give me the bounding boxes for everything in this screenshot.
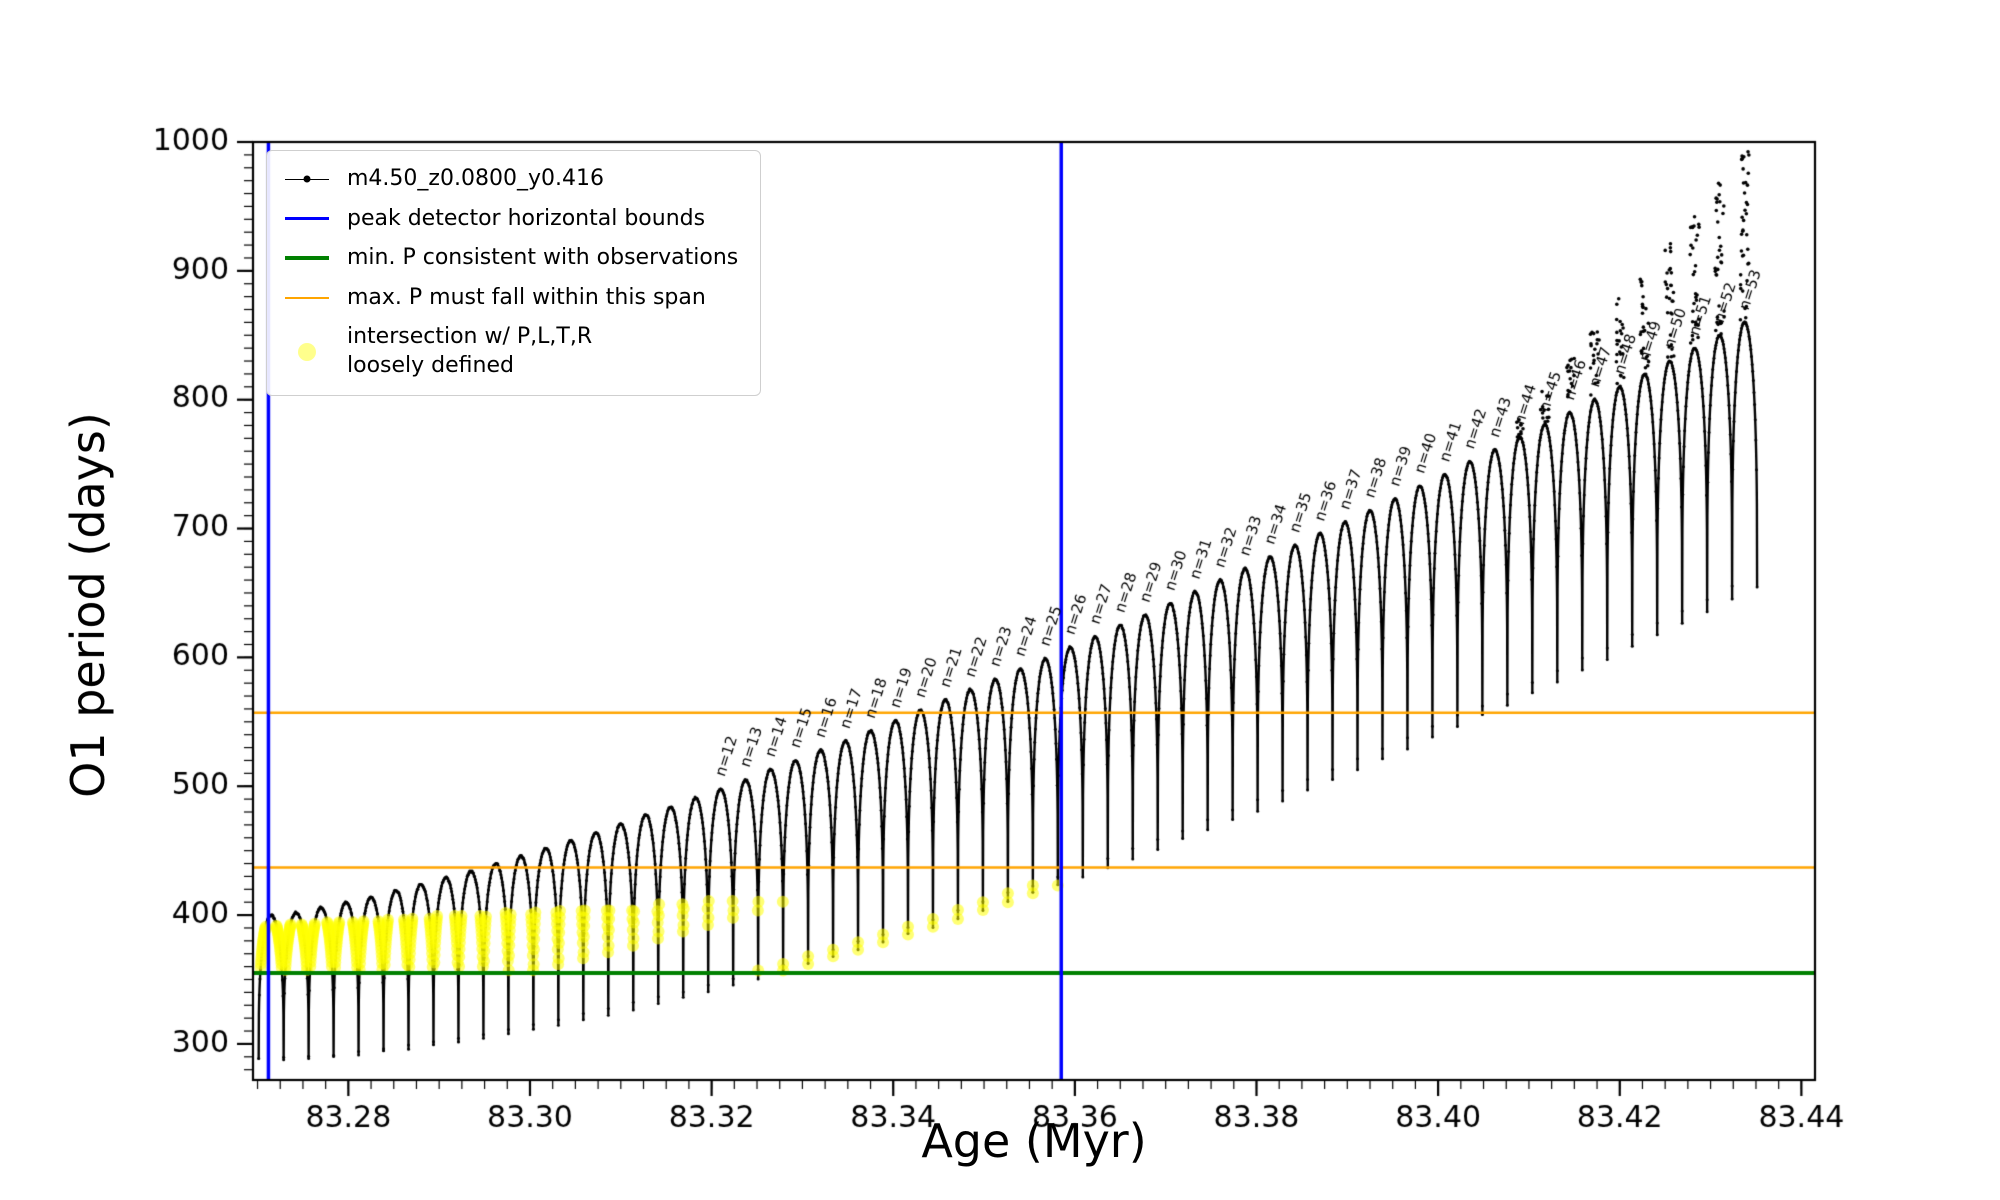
legend-item: peak detector horizontal bounds: [283, 205, 738, 234]
legend-line-marker-icon: [283, 286, 331, 310]
legend-item-label: intersection w/ P,L,T,R loosely defined: [347, 324, 593, 378]
legend-item-label: min. P consistent with observations: [347, 245, 739, 271]
legend-line-marker-icon: [283, 207, 331, 231]
legend-item: intersection w/ P,L,T,R loosely defined: [283, 323, 738, 380]
legend-line-marker-icon: [283, 167, 331, 191]
legend-item: m4.50_z0.0800_y0.416: [283, 165, 738, 194]
legend-item: max. P must fall within this span: [283, 284, 738, 313]
legend-item-label: m4.50_z0.0800_y0.416: [347, 166, 604, 191]
legend-item-label: max. P must fall within this span: [347, 284, 706, 310]
legend-item: min. P consistent with observations: [283, 244, 738, 273]
legend-item-label: peak detector horizontal bounds: [347, 205, 706, 231]
legend-line-marker-icon: [283, 246, 331, 270]
legend-dot-marker-icon: [283, 340, 331, 364]
y-axis-label: O1 period (days): [61, 412, 115, 798]
x-axis-label: Age (Myr): [921, 1114, 1147, 1168]
